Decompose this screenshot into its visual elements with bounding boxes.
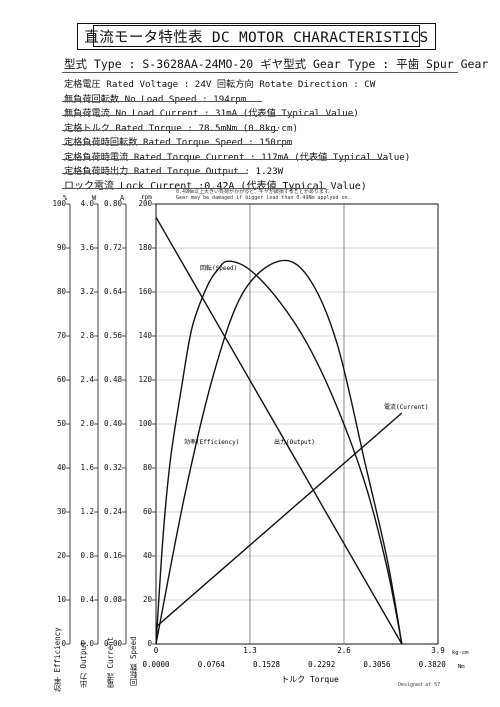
- spec-rated-torque: 定格トルク Rated Torque : 78.5mNm (0.8kg·cm): [64, 123, 299, 134]
- speed-tick: 100: [138, 419, 152, 428]
- spec-underline: [62, 115, 354, 116]
- current-tick: 0.24: [103, 507, 122, 516]
- spec-rated-torque-speed: 定格負荷時回転数 Rated Torque Speed : 150rpm: [64, 137, 293, 148]
- chart-grid: [66, 203, 439, 645]
- efficiency-tick: 20: [56, 551, 66, 560]
- x-axis-title: トルク Torque: [281, 675, 339, 684]
- model-type-line: 型式 Type : S-3628AA-24MO-20 ギヤ型式 Gear Typ…: [64, 57, 489, 71]
- current-tick: 0.72: [103, 243, 122, 252]
- spec-underline: [62, 144, 292, 145]
- speed-tick: 160: [138, 287, 152, 296]
- output-tick: 2.0: [80, 419, 94, 428]
- efficiency-tick: 50: [56, 419, 66, 428]
- efficiency-tick: 60: [56, 375, 66, 384]
- spec-rated-torque-output: 定格負荷時出力 Rated Torque Output : 1.23W: [64, 166, 284, 177]
- series-line-current: [155, 412, 403, 628]
- series-line-efficiency: [155, 260, 403, 645]
- efficiency-tick: 40: [56, 463, 66, 472]
- series-line-speed: [155, 216, 403, 645]
- spec-lock-current: ロック電流 Lock Current :0.42A (代表値 Typical V…: [64, 181, 367, 192]
- spec-rated-voltage: 定格電圧 Rated Voltage : 24V 回転方向 Rotate Dir…: [64, 79, 376, 90]
- efficiency-tick: 30: [56, 507, 66, 516]
- speed-tick: 60: [142, 507, 152, 516]
- x-tick-kgcm: 2.6: [337, 646, 351, 655]
- efficiency-unit: %: [63, 194, 68, 202]
- x-unit-nm: Nm: [458, 664, 465, 670]
- spec-underline: [62, 130, 278, 131]
- spec-underline: [62, 159, 388, 160]
- x-axis-labels: 0 1.3 2.6 3.9 0.0000 0.0764 0.1528 0.2292 0.3056…: [142, 646, 469, 684]
- speed-unit: rpm: [141, 194, 152, 201]
- series-label-output: 出力(Output): [274, 438, 315, 446]
- x-tick-nm: 0.1528: [253, 660, 281, 669]
- current-tick: 0.32: [103, 463, 122, 472]
- spec-no-load-speed: 無負荷回転数 No Load Speed : 194rpm: [64, 94, 247, 105]
- current-tick: 0.64: [103, 287, 122, 296]
- speed-tick: 180: [138, 243, 152, 252]
- x-tick-nm: 0.3820: [419, 660, 447, 669]
- output-tick: 1.2: [80, 507, 94, 516]
- x-tick-kgcm: 1.3: [243, 646, 257, 655]
- current-tick: 0.80: [103, 199, 122, 208]
- page-title-text: 直流モータ特性表 DC MOTOR CHARACTERISTICS: [77, 22, 436, 50]
- type-underline: [62, 72, 458, 73]
- series-label-efficiency: 効率(Efficiency): [184, 438, 239, 446]
- x-tick-kgcm: 0: [154, 646, 159, 655]
- spec-rated-torque-current: 定格負荷時電流 Rated Torque Current : 117mA (代表…: [64, 152, 411, 163]
- output-tick: 2.8: [80, 331, 94, 340]
- speed-tick: 40: [142, 551, 152, 560]
- output-tick: 0.8: [80, 551, 94, 560]
- chart-curves: 回転(Speed)電流(Current)効率(Efficiency) 出力(Out…: [155, 216, 429, 645]
- gear-warning-en: Gear may be damaged if bigger load than …: [176, 195, 351, 201]
- efficiency-tick: 70: [56, 331, 66, 340]
- spec-no-load-current: 無負荷電流 No Load Current : 31mA (代表値 Typica…: [64, 108, 359, 119]
- output-tick: 0.0: [80, 639, 94, 648]
- x-tick-nm: 0.0764: [198, 660, 226, 669]
- series-label-current: 電流(Current): [384, 403, 429, 411]
- current-unit: A: [120, 194, 125, 202]
- efficiency-tick: 10: [56, 595, 66, 604]
- efficiency-tick: 0: [61, 639, 66, 648]
- current-tick: 0.56: [103, 331, 122, 340]
- current-tick: 0.16: [103, 551, 122, 560]
- current-tick: 0.00: [103, 639, 122, 648]
- current-tick: 0.48: [103, 375, 122, 384]
- efficiency-tick: 90: [56, 243, 66, 252]
- speed-tick: 200: [138, 199, 152, 208]
- speed-tick: 120: [138, 375, 152, 384]
- page-title: 直流モータ特性表 DC MOTOR CHARACTERISTICS: [77, 22, 436, 50]
- speed-tick: 140: [138, 331, 152, 340]
- output-tick: 3.2: [80, 287, 94, 296]
- spec-underline: [62, 101, 262, 102]
- x-tick-nm: 0.0000: [142, 660, 170, 669]
- x-unit-kgcm: kg·cm: [452, 650, 469, 656]
- output-tick: 2.4: [80, 375, 94, 384]
- output-tick: 0.4: [80, 595, 94, 604]
- series-line-output: [155, 259, 403, 645]
- current-tick: 0.08: [103, 595, 122, 604]
- x-tick-nm: 0.2292: [308, 660, 335, 669]
- spec-underline: [62, 173, 248, 174]
- output-unit: W: [92, 194, 97, 202]
- speed-tick: 20: [142, 595, 152, 604]
- output-tick: 1.6: [80, 463, 94, 472]
- designer-credit: Designed at 57: [398, 682, 441, 688]
- efficiency-tick: 80: [56, 287, 66, 296]
- x-tick-kgcm: 3.9: [431, 646, 445, 655]
- x-tick-nm: 0.3056: [363, 660, 391, 669]
- speed-tick: 80: [142, 463, 152, 472]
- current-tick: 0.40: [103, 419, 122, 428]
- gear-warning-jp: 0.49Nm以上大きい負荷がかかると、ギヤが破損することがあります。: [176, 189, 334, 195]
- speed-tick: 0: [147, 639, 152, 648]
- spec-underline: [62, 188, 326, 189]
- output-tick: 3.6: [80, 243, 94, 252]
- efficiency-tick: 100: [52, 199, 66, 208]
- output-tick: 4.0: [80, 199, 94, 208]
